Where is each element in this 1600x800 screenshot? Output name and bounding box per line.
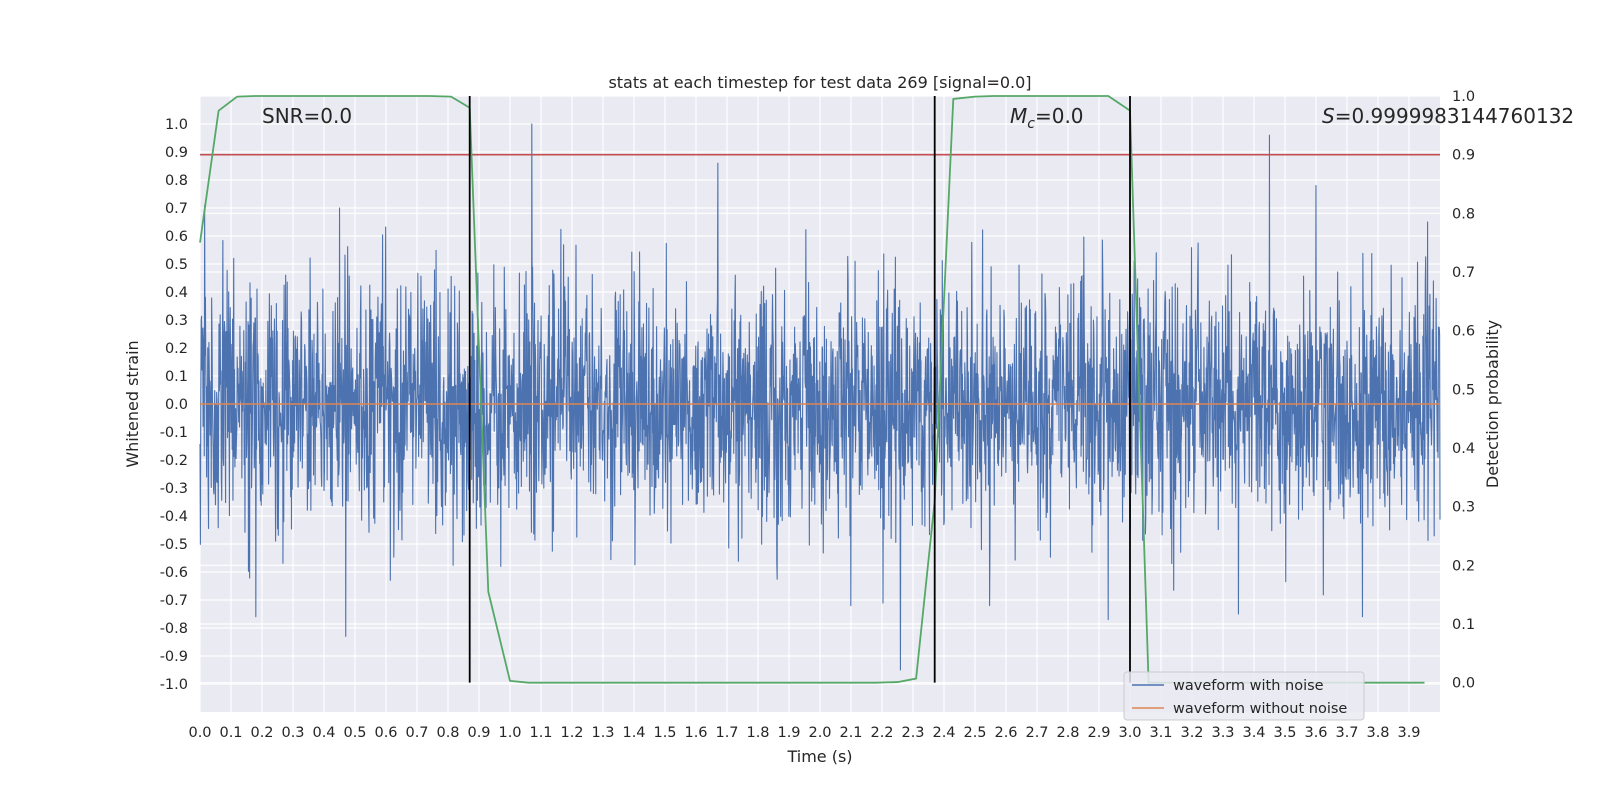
y-tick-label: 0.5 [165,257,188,273]
mc-annotation: Mc=0.0 [1010,104,1084,132]
y-axis-label: Whitened strain [123,340,142,467]
s-symbol: S [1322,104,1335,128]
legend-label-noise: waveform with noise [1173,678,1324,694]
x-tick-label: 0.8 [436,725,459,741]
x-tick-label: 0.0 [188,725,211,741]
marker-lines [468,96,1131,683]
y2-tick-label: 0.6 [1452,324,1475,340]
x-tick-label: 1.4 [622,725,645,741]
y-tick-label: 0.1 [165,369,188,385]
x-tick-label: 2.6 [994,725,1017,741]
x-tick-label: 2.3 [901,725,924,741]
x-tick-label: 0.9 [467,725,490,741]
y2-tick-labels: 1.0 0.9 0.8 0.7 0.6 0.5 0.4 0.3 0.2 0.1 0.0 [1452,89,1475,692]
y2-tick-label: 0.3 [1452,500,1475,516]
detection-probability-line [199,95,1425,684]
x-tick-label: 1.7 [715,725,738,741]
legend-label-clean: waveform without noise [1173,701,1347,717]
x-tick-label: 3.8 [1366,725,1389,741]
x-tick-label: 1.2 [560,725,583,741]
x-tick-label: 0.2 [250,725,273,741]
x-tick-label: 2.2 [870,725,893,741]
y2-tick-label: 0.7 [1452,265,1475,281]
x-tick-label: 1.3 [591,725,614,741]
x-tick-label: 3.7 [1335,725,1358,741]
y-tick-label: -0.4 [160,509,188,525]
y-tick-label: 0.7 [165,201,188,217]
y-tick-label: 0.4 [165,285,188,301]
x-tick-label: 3.4 [1242,725,1265,741]
x-axis-label: Time (s) [786,747,852,766]
x-tick-label: 1.6 [684,725,707,741]
x-tick-label: 0.6 [374,725,397,741]
x-tick-label: 2.9 [1087,725,1110,741]
series-detection-probability [199,95,1425,684]
x-tick-label: 2.1 [839,725,862,741]
legend-box [1123,671,1365,721]
y-tick-label: -0.5 [160,537,188,553]
y-tick-label: -0.6 [160,565,188,581]
y2-axis-label: Detection probability [1483,320,1502,488]
y2-tick-label: 0.1 [1452,617,1475,633]
s-value: =0.9999983144760132 [1335,104,1574,128]
y-tick-label: 0.0 [165,397,188,413]
s-annotation: S=0.9999983144760132 [1322,104,1574,128]
y2-tick-label: 0.4 [1452,441,1475,457]
x-tick-label: 0.5 [343,725,366,741]
x-tick-label: 3.6 [1304,725,1327,741]
y-tick-label: 0.8 [165,173,188,189]
waveform-with-noise-line [199,123,1441,671]
x-tick-label: 1.9 [777,725,800,741]
y-tick-label: -1.0 [160,677,188,693]
y-tick-label: 0.2 [165,341,188,357]
x-tick-label: 3.5 [1273,725,1296,741]
y-tick-label: -0.3 [160,481,188,497]
x-tick-label: 0.7 [405,725,428,741]
x-tick-label: 0.4 [312,725,335,741]
y2-tick-label: 1.0 [1452,89,1475,105]
x-tick-label: 3.0 [1118,725,1141,741]
x-tick-label: 1.1 [529,725,552,741]
y-tick-label: -0.7 [160,593,188,609]
y2-tick-label: 0.0 [1452,676,1475,692]
x-tick-label: 0.3 [281,725,304,741]
chart-title: stats at each timestep for test data 269… [608,73,1031,92]
y2-tick-label: 0.2 [1452,558,1475,574]
legend: waveform with noise waveform without noi… [1123,671,1365,721]
y2-tick-label: 0.5 [1452,382,1475,398]
mc-value: =0.0 [1035,104,1084,128]
x-tick-label: 1.5 [653,725,676,741]
y-tick-label: 0.6 [165,229,188,245]
x-tick-label: 1.0 [498,725,521,741]
x-tick-label: 2.5 [963,725,986,741]
y-tick-label: 0.3 [165,313,188,329]
y-tick-label: -0.8 [160,621,188,637]
x-tick-label: 3.9 [1397,725,1420,741]
x-tick-label: 2.7 [1025,725,1048,741]
y-tick-label: -0.9 [160,649,188,665]
y-tick-label: 0.9 [165,145,188,161]
x-tick-label: 2.4 [932,725,955,741]
x-tick-label: 2.0 [808,725,831,741]
x-tick-label: 3.2 [1180,725,1203,741]
y-tick-label: -0.1 [160,425,188,441]
x-tick-label: 1.8 [746,725,769,741]
y-tick-labels: 1.0 0.9 0.8 0.7 0.6 0.5 0.4 0.3 0.2 0.1 0.0 -0.1 -0.… [160,117,188,693]
mc-symbol: M [1010,104,1027,128]
y2-tick-label: 0.9 [1452,148,1475,164]
y2-tick-label: 0.8 [1452,206,1475,222]
y-tick-label: 1.0 [165,117,188,133]
x-tick-labels: 0.0 0.1 0.2 0.3 0.4 0.5 0.6 0.7 0.8 0.9 1.0 1.1 1.2 1… [188,725,1420,741]
mc-subscript: c [1027,116,1035,132]
series-waveform-with-noise [199,123,1441,671]
x-tick-label: 0.1 [219,725,242,741]
x-tick-label: 3.1 [1149,725,1172,741]
y-tick-label: -0.2 [160,453,188,469]
snr-annotation: SNR=0.0 [262,104,352,128]
x-tick-label: 3.3 [1211,725,1234,741]
x-tick-label: 2.8 [1056,725,1079,741]
